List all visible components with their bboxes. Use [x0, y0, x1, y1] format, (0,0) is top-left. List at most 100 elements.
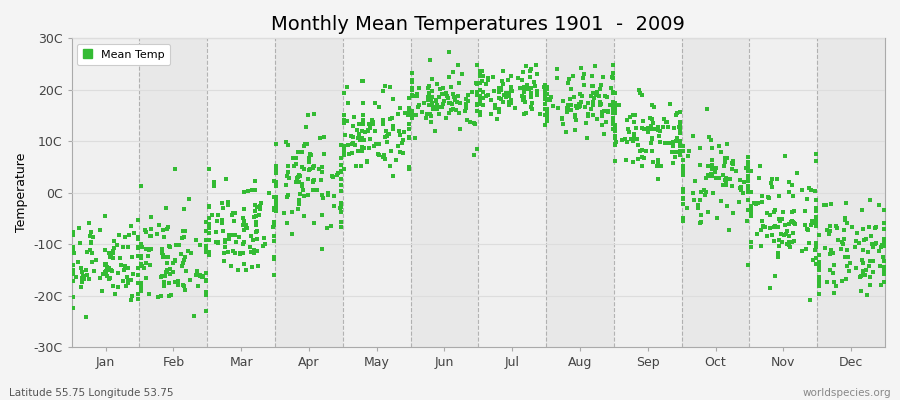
Point	[385, 115, 400, 121]
Point	[722, 226, 736, 233]
Point	[433, 86, 447, 92]
Point	[481, 75, 495, 81]
Point	[676, 195, 690, 201]
Point	[405, 79, 419, 86]
Point	[875, 242, 889, 249]
Point	[525, 100, 539, 106]
Point	[517, 88, 531, 95]
Point	[324, 222, 338, 229]
Point	[498, 91, 512, 98]
Point	[104, 267, 119, 274]
Point	[812, 259, 826, 265]
Point	[823, 223, 837, 230]
Point	[199, 246, 213, 252]
Point	[126, 270, 140, 277]
Point	[760, 210, 774, 216]
Point	[622, 129, 636, 136]
Point	[401, 112, 416, 118]
Point	[606, 118, 620, 124]
Point	[204, 212, 219, 218]
Point	[606, 90, 620, 96]
Point	[693, 220, 707, 226]
Point	[80, 249, 94, 255]
Point	[446, 69, 460, 76]
Point	[603, 85, 617, 91]
Point	[302, 154, 316, 161]
Point	[108, 291, 122, 298]
Point	[635, 118, 650, 124]
Point	[177, 282, 192, 289]
Point	[133, 288, 148, 294]
Point	[352, 121, 366, 127]
Point	[806, 257, 821, 263]
Point	[66, 270, 80, 277]
Point	[670, 135, 684, 141]
Point	[337, 146, 351, 153]
Point	[529, 91, 544, 98]
Point	[608, 101, 623, 108]
Point	[245, 264, 259, 270]
Point	[737, 179, 751, 185]
Point	[195, 272, 210, 279]
Point	[874, 282, 888, 288]
Point	[142, 246, 157, 253]
Bar	[207, 38, 275, 347]
Point	[487, 88, 501, 94]
Point	[163, 270, 177, 277]
Point	[638, 148, 652, 154]
Point	[717, 177, 732, 184]
Point	[119, 283, 133, 289]
Point	[380, 133, 394, 139]
Point	[822, 231, 836, 237]
Point	[373, 152, 387, 158]
Point	[566, 72, 580, 79]
Point	[202, 230, 216, 236]
Point	[842, 268, 856, 274]
Point	[840, 220, 854, 226]
Point	[238, 189, 252, 196]
Point	[269, 203, 284, 210]
Point	[580, 100, 595, 106]
Point	[438, 114, 453, 121]
Point	[803, 297, 817, 304]
Point	[526, 79, 541, 85]
Point	[756, 223, 770, 229]
Point	[472, 101, 487, 108]
Point	[568, 126, 582, 133]
Point	[644, 126, 658, 132]
Point	[868, 240, 883, 246]
Point	[835, 239, 850, 246]
Point	[606, 126, 620, 132]
Point	[472, 112, 487, 119]
Point	[346, 122, 360, 129]
Point	[661, 123, 675, 130]
Point	[149, 231, 164, 237]
Point	[540, 86, 554, 92]
Point	[366, 119, 381, 125]
Point	[285, 208, 300, 215]
Point	[725, 210, 740, 216]
Point	[692, 162, 706, 168]
Point	[178, 287, 193, 293]
Point	[479, 93, 493, 99]
Point	[164, 292, 178, 299]
Point	[347, 114, 362, 121]
Point	[575, 92, 590, 99]
Point	[751, 200, 765, 206]
Point	[269, 182, 284, 189]
Point	[224, 263, 238, 270]
Point	[798, 246, 813, 252]
Point	[124, 293, 139, 299]
Point	[130, 252, 145, 259]
Point	[866, 258, 880, 264]
Text: worldspecies.org: worldspecies.org	[803, 388, 891, 398]
Point	[672, 124, 687, 130]
Point	[468, 120, 482, 127]
Point	[437, 90, 452, 97]
Point	[157, 234, 171, 240]
Point	[66, 232, 80, 238]
Bar	[681, 38, 750, 347]
Point	[371, 151, 385, 157]
Point	[741, 183, 755, 190]
Point	[306, 179, 320, 186]
